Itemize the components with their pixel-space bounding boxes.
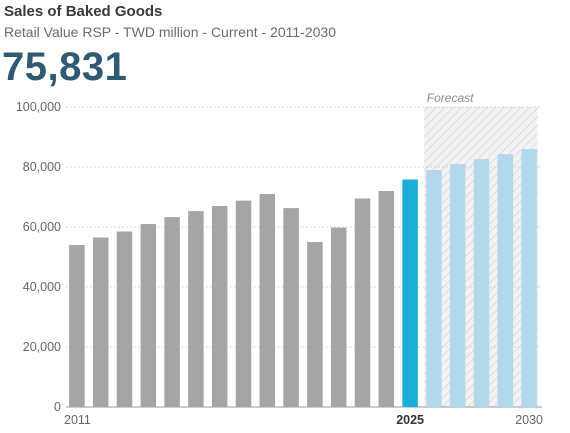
bar-2030 [521, 149, 537, 407]
bar-2019 [259, 194, 276, 407]
chart-subtitle: Retail Value RSP - TWD million - Current… [4, 24, 336, 40]
bar-2014 [140, 224, 157, 407]
x-tick-label-2011: 2011 [64, 413, 91, 427]
bar-2021 [307, 242, 323, 407]
bar-2028 [473, 159, 490, 407]
bar-2024 [378, 191, 395, 407]
y-tick-label: 0 [54, 400, 61, 414]
forecast-label: Forecast [427, 91, 474, 105]
y-tick-label: 20,000 [23, 340, 61, 354]
y-tick-label: 100,000 [16, 100, 61, 114]
bar-2012 [92, 237, 109, 407]
bar-2018 [235, 200, 252, 407]
chart-title: Sales of Baked Goods [4, 3, 163, 20]
bar-2029 [497, 154, 514, 407]
bar-2013 [116, 231, 133, 407]
bar-2017 [211, 206, 228, 407]
bar-2020 [283, 208, 299, 407]
bar-2023 [354, 198, 371, 407]
bar-2015 [164, 217, 180, 407]
bar-2016 [188, 211, 204, 407]
x-tick-label-2025: 2025 [396, 413, 424, 427]
bar-2026 [426, 170, 442, 407]
y-tick-label: 40,000 [23, 280, 61, 294]
bar-2022 [330, 227, 347, 407]
bar-2011 [69, 245, 85, 407]
x-tick-label-2030: 2030 [515, 413, 543, 427]
bar-2027 [449, 164, 466, 407]
bar-2025 [402, 179, 418, 407]
headline-value: 75,831 [2, 45, 128, 89]
y-tick-label: 60,000 [23, 220, 61, 234]
y-tick-label: 80,000 [23, 160, 61, 174]
